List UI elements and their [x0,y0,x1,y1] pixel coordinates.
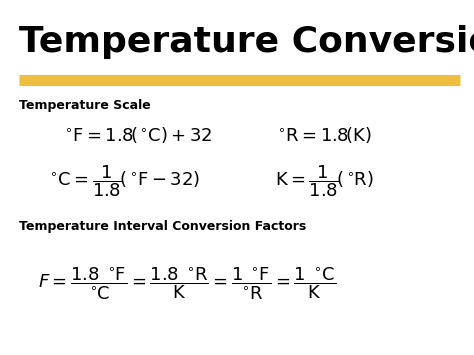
Text: $^\circ\!\mathrm{R} = 1.8\!\left(\mathrm{K}\right)$: $^\circ\!\mathrm{R} = 1.8\!\left(\mathrm… [275,125,372,145]
Text: Temperature Conversion: Temperature Conversion [19,25,474,59]
Text: $^\circ\!\mathrm{F} = 1.8\!\left(^\circ\!\mathrm{C}\right) + 32$: $^\circ\!\mathrm{F} = 1.8\!\left(^\circ\… [62,125,212,145]
Text: $^\circ\!\mathrm{C} = \dfrac{1}{1.8}\!\left(^\circ\!\mathrm{F} - 32\right)$: $^\circ\!\mathrm{C} = \dfrac{1}{1.8}\!\l… [47,163,201,199]
Text: $F = \dfrac{1.8\ ^\circ\!\mathrm{F}}{^\circ\!\mathrm{C}} = \dfrac{1.8\ ^\circ\!\: $F = \dfrac{1.8\ ^\circ\!\mathrm{F}}{^\c… [38,266,336,302]
Text: Temperature Interval Conversion Factors: Temperature Interval Conversion Factors [19,220,306,233]
Text: Temperature Scale: Temperature Scale [19,99,151,113]
Text: $\mathrm{K} = \dfrac{1}{1.8}\!\left(^\circ\!\mathrm{R}\right)$: $\mathrm{K} = \dfrac{1}{1.8}\!\left(^\ci… [275,163,374,199]
